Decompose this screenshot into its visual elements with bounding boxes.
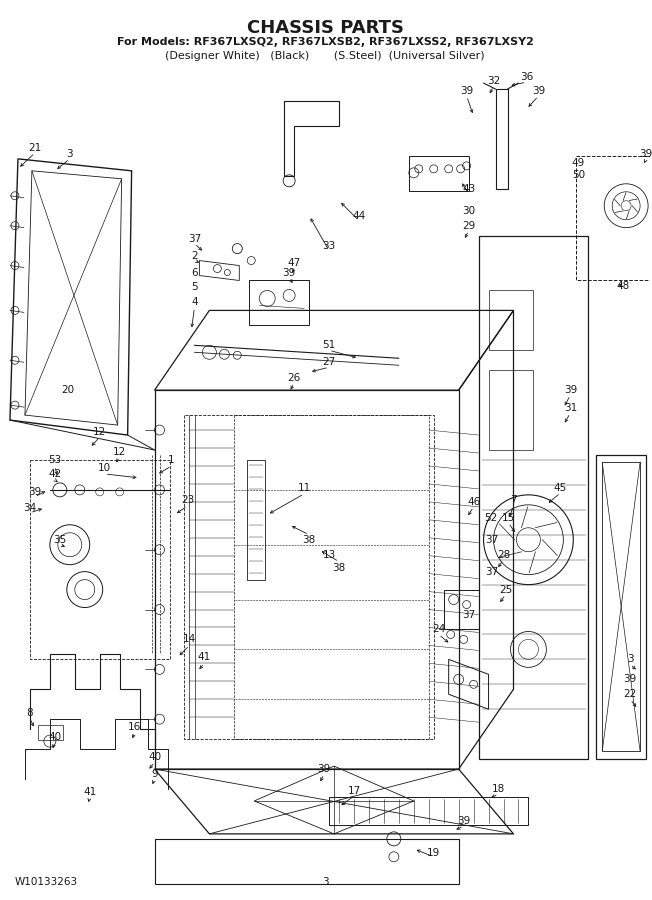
Text: 39: 39 [460,86,473,96]
Text: 31: 31 [564,403,577,413]
Text: 3: 3 [321,877,329,886]
Text: 28: 28 [497,550,510,560]
Text: 9: 9 [151,769,158,779]
Text: 42: 42 [48,469,61,479]
Text: 39: 39 [640,148,652,159]
Text: 39: 39 [282,267,296,277]
Text: 39: 39 [318,764,331,774]
Text: 6: 6 [191,267,198,277]
Text: 22: 22 [623,689,637,699]
Text: 21: 21 [28,143,42,153]
Bar [488,291,533,350]
Text: 39: 39 [623,674,637,684]
Text: 17: 17 [348,786,361,796]
Text: 38: 38 [303,535,316,544]
Text: 46: 46 [467,497,481,507]
Text: 26: 26 [288,374,301,383]
Text: 27: 27 [322,357,336,367]
Text: 39: 39 [564,385,577,395]
Text: 51: 51 [322,340,336,350]
Text: 49: 49 [572,158,585,167]
Text: 1: 1 [168,455,175,465]
Bar [488,370,533,450]
Text: 14: 14 [183,634,196,644]
Text: 10: 10 [98,463,111,473]
Text: 5: 5 [191,283,198,293]
Text: 52: 52 [484,513,497,523]
Text: 39: 39 [28,487,42,497]
Text: 23: 23 [181,495,194,505]
Text: 20: 20 [61,385,74,395]
Bar [38,725,63,740]
Text: 25: 25 [499,585,512,595]
Bar [247,460,265,580]
Text: 45: 45 [554,483,567,493]
Bar [444,590,479,629]
Text: 38: 38 [333,562,346,572]
Text: For Models: RF367LXSQ2, RF367LXSB2, RF367LXSS2, RF367LXSY2: For Models: RF367LXSQ2, RF367LXSB2, RF36… [117,37,533,47]
Text: 24: 24 [432,625,445,634]
Text: 8: 8 [27,708,33,718]
Text: 16: 16 [128,722,141,733]
Bar [409,156,469,191]
Bar [496,89,507,189]
Text: 4: 4 [191,297,198,308]
Text: 50: 50 [572,170,585,180]
Text: 39: 39 [457,816,470,826]
Text: 47: 47 [288,257,301,267]
Text: 15: 15 [502,513,515,523]
Text: 32: 32 [487,76,500,86]
Text: 36: 36 [520,72,533,82]
Bar [155,839,458,884]
Text: 11: 11 [297,483,311,493]
Text: 35: 35 [53,535,67,544]
Text: 7: 7 [510,495,517,505]
Text: 30: 30 [462,206,475,216]
Bar [576,156,652,281]
Text: 12: 12 [113,447,126,457]
Text: 33: 33 [322,240,336,250]
Text: 37: 37 [188,234,201,244]
Text: 40: 40 [48,733,61,742]
Text: 37: 37 [462,609,475,619]
Text: 19: 19 [427,848,440,858]
Bar [30,460,170,660]
Text: W10133263: W10133263 [15,877,78,886]
Text: 3: 3 [67,148,73,159]
Text: 34: 34 [23,503,37,513]
Text: CHASSIS PARTS: CHASSIS PARTS [246,19,404,37]
Text: 43: 43 [462,184,475,194]
Text: 48: 48 [617,282,630,292]
Text: 13: 13 [322,550,336,560]
Text: 29: 29 [462,220,475,230]
Text: 44: 44 [352,211,366,220]
Text: 3: 3 [627,654,634,664]
Bar [329,797,528,825]
Text: 41: 41 [198,652,211,662]
Text: 2: 2 [191,250,198,261]
Text: 53: 53 [48,455,61,465]
Text: 18: 18 [492,784,505,794]
Text: 41: 41 [83,787,96,797]
Text: 40: 40 [148,752,161,762]
Text: 37: 37 [485,567,498,577]
Bar [249,281,309,326]
Text: (Designer White)   (Black)       (S.Steel)  (Universal Silver): (Designer White) (Black) (S.Steel) (Univ… [165,51,485,61]
Text: 37: 37 [485,535,498,544]
Text: 12: 12 [93,428,106,437]
Text: 39: 39 [532,86,545,96]
